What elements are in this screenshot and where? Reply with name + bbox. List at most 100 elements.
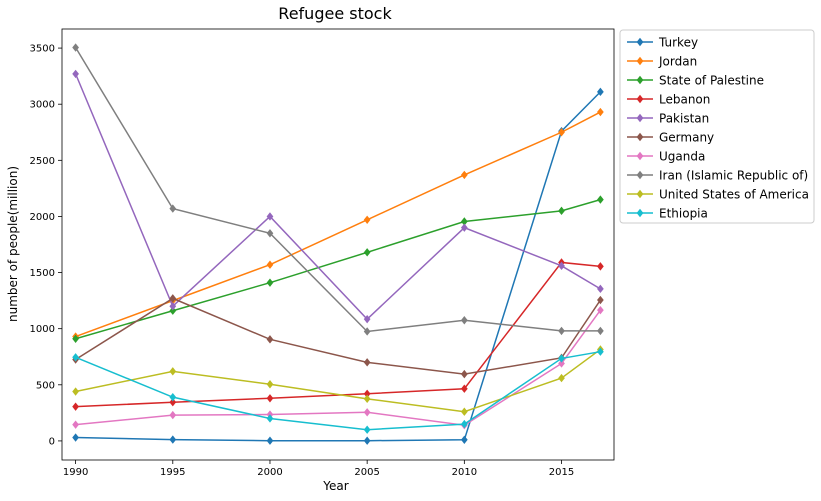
- y-tick-label: 0: [49, 436, 55, 447]
- legend-swatch-marker: [636, 170, 644, 180]
- legend-label: United States of America: [659, 188, 809, 202]
- data-point: [169, 410, 177, 420]
- series-line: [75, 297, 602, 375]
- data-point: [558, 373, 565, 383]
- legend-label: Uganda: [659, 150, 705, 164]
- legend-swatch-marker: [636, 132, 644, 142]
- data-point: [460, 170, 468, 180]
- legend-item: Germany: [627, 131, 714, 145]
- data-point: [169, 306, 177, 315]
- data-point: [266, 229, 274, 238]
- data-point: [460, 217, 468, 226]
- data-point: [72, 387, 79, 396]
- data-point: [558, 359, 565, 368]
- data-point: [169, 397, 177, 407]
- series-pakistan: [72, 69, 604, 324]
- plot-area: [61, 28, 615, 461]
- data-point: [363, 215, 371, 225]
- legend-swatch-marker: [636, 37, 644, 47]
- data-point: [169, 435, 177, 444]
- data-point: [72, 420, 79, 429]
- data-point: [597, 284, 604, 294]
- series-jordan: [72, 107, 604, 341]
- data-point: [169, 302, 177, 311]
- data-point: [363, 436, 371, 445]
- data-point: [363, 314, 371, 324]
- legend-label: Lebanon: [659, 93, 710, 107]
- legend-swatch-marker: [636, 75, 644, 85]
- data-point: [363, 358, 371, 367]
- legend-swatch-marker: [636, 151, 644, 161]
- data-point: [72, 353, 79, 362]
- data-point: [558, 206, 565, 216]
- y-axis-label: number of people(million): [6, 166, 20, 322]
- x-tick-label: 1995: [160, 467, 185, 478]
- data-point: [460, 407, 468, 416]
- data-point: [266, 436, 274, 445]
- legend-label: Jordan: [658, 55, 697, 69]
- y-tick-label: 500: [36, 380, 55, 391]
- series-uganda: [72, 305, 604, 430]
- series-line: [74, 73, 601, 321]
- data-point: [363, 394, 371, 404]
- data-point: [266, 260, 274, 269]
- x-tick-label: 2005: [354, 467, 379, 478]
- data-point: [558, 261, 565, 271]
- y-tick-label: 1000: [30, 324, 55, 335]
- data-point: [597, 262, 604, 271]
- data-point: [266, 278, 274, 287]
- data-point: [363, 248, 371, 257]
- data-point: [460, 435, 468, 444]
- data-point: [597, 107, 604, 117]
- data-point: [363, 408, 371, 417]
- data-point: [558, 326, 565, 336]
- series-state-of-palestine: [72, 195, 604, 343]
- legend-swatch-marker: [636, 56, 644, 66]
- data-point: [460, 316, 468, 325]
- legend-frame: [619, 29, 815, 224]
- data-point: [169, 367, 177, 376]
- data-point: [597, 295, 604, 305]
- data-point: [460, 419, 468, 429]
- y-axis: 0 500 1000 1500 2000 2500 3000 3500: [30, 44, 62, 447]
- y-tick-label: 3000: [30, 100, 55, 111]
- data-point: [460, 384, 468, 393]
- data-point: [169, 204, 177, 213]
- data-point: [597, 195, 604, 204]
- data-point: [72, 402, 79, 411]
- series-iran-islamic-republic-of: [72, 43, 604, 336]
- legend-item: Jordan: [627, 55, 697, 69]
- y-tick-label: 3500: [30, 44, 55, 55]
- data-point: [363, 389, 371, 398]
- data-point: [266, 380, 274, 389]
- legend-label: Germany: [659, 131, 714, 145]
- data-point: [169, 392, 177, 402]
- data-point: [558, 128, 565, 137]
- legend-label: Ethiopia: [659, 207, 708, 221]
- legend-item: Iran (Islamic Republic of): [627, 169, 808, 183]
- data-point: [72, 334, 79, 343]
- y-tick-label: 2500: [30, 156, 55, 167]
- legend-item: Uganda: [627, 150, 705, 164]
- x-axis-label: Year: [322, 479, 348, 493]
- data-point: [597, 305, 604, 315]
- legend-swatch-marker: [636, 94, 644, 104]
- x-tick-label: 2015: [549, 467, 574, 478]
- data-point: [558, 354, 565, 363]
- data-point: [169, 294, 177, 303]
- y-tick-label: 2000: [30, 212, 55, 223]
- data-point: [266, 335, 274, 344]
- data-point: [460, 369, 468, 379]
- legend-swatch-marker: [636, 113, 644, 123]
- series-line: [75, 350, 601, 431]
- legend-item: Ethiopia: [627, 207, 708, 221]
- legend-item: State of Palestine: [627, 74, 764, 88]
- data-point: [460, 223, 468, 232]
- legend-swatch-marker: [636, 208, 644, 218]
- legend-label: Turkey: [658, 36, 698, 50]
- series-ethiopia: [72, 347, 604, 434]
- legend: Turkey Jordan State of Palestine Lebanon Pak…: [619, 29, 815, 224]
- x-tick-label: 2000: [257, 467, 282, 478]
- series-line: [75, 198, 601, 340]
